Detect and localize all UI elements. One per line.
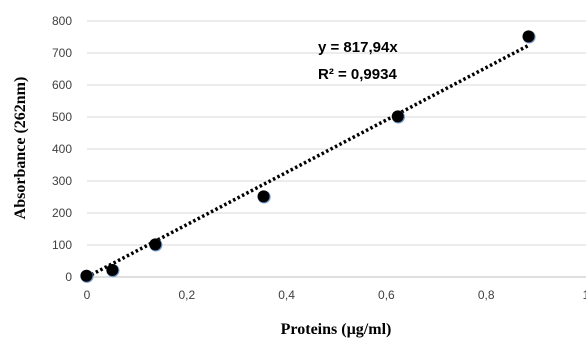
data-point — [80, 269, 93, 282]
y-tick-label: 300 — [52, 174, 72, 188]
r-squared-annotation: R² = 0,9934 — [318, 66, 397, 83]
data-points — [80, 30, 536, 283]
y-tick-label: 200 — [52, 206, 72, 220]
data-point — [257, 190, 270, 203]
y-tick-label: 700 — [52, 46, 72, 60]
y-tick-label: 0 — [65, 270, 72, 284]
y-axis-title: Absorbance (262nm) — [12, 77, 29, 220]
x-tick-label: 0 — [84, 288, 91, 302]
y-tick-labels: 0 100 200 300 400 500 600 700 800 — [52, 14, 72, 284]
y-tick-label: 400 — [52, 142, 72, 156]
data-point — [106, 264, 119, 276]
x-tick-label: 1 — [583, 288, 586, 302]
x-axis-title: Proteins (µg/ml) — [281, 321, 392, 338]
trendline-path — [86, 43, 530, 279]
equation-annotation: y = 817,94x — [318, 39, 398, 56]
x-tick-label: 0,6 — [378, 288, 395, 302]
data-point — [391, 110, 404, 123]
x-tick-label: 0,4 — [278, 288, 295, 302]
data-point — [149, 238, 162, 251]
y-tick-label: 800 — [52, 14, 72, 28]
x-tick-label: 0,2 — [178, 288, 195, 302]
x-tick-label: 0,8 — [478, 288, 495, 302]
y-tick-label: 100 — [52, 238, 72, 252]
data-point — [522, 30, 535, 43]
gridlines — [87, 20, 586, 278]
trendline — [86, 43, 530, 279]
y-tick-label: 500 — [52, 110, 72, 124]
x-tick-labels: 0 0,2 0,4 0,6 0,8 1 — [84, 288, 586, 302]
y-tick-label: 600 — [52, 78, 72, 92]
